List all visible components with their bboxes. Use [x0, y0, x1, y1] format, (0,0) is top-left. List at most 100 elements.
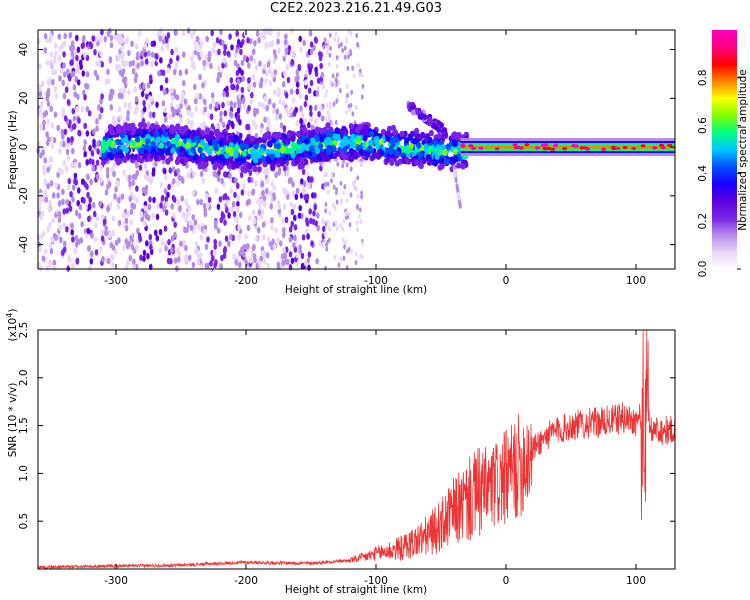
heatmap-cell	[308, 130, 314, 137]
heatmap-cell	[218, 71, 223, 79]
colorbar-tick-label: 0.4	[697, 165, 709, 182]
heatmap-cell	[240, 86, 245, 94]
heatmap-cell	[330, 178, 333, 184]
heatmap-cell	[335, 150, 341, 157]
heatmap-cell	[158, 142, 164, 149]
heatmap-cell	[257, 209, 262, 216]
heatmap-cell	[294, 193, 299, 200]
heatmap-cell	[266, 262, 270, 269]
heatmap-cell	[163, 174, 168, 181]
heatmap-cell	[109, 255, 114, 262]
heatmap-cell	[199, 170, 204, 178]
heatmap-cell	[204, 144, 211, 151]
heatmap-cell	[277, 203, 282, 210]
heatmap-cell	[217, 169, 221, 176]
heatmap-cell	[46, 183, 50, 190]
heatmap-cell	[158, 228, 163, 236]
heatmap-cell	[126, 88, 131, 96]
heatmap-cell	[209, 62, 213, 70]
heatmap-cell	[85, 106, 90, 113]
heatmap-cell	[259, 198, 264, 205]
heatmap-cell	[231, 201, 236, 208]
heatmap-cell	[153, 155, 159, 162]
heatmap-cell	[271, 238, 275, 245]
heatmap-cell	[411, 138, 417, 145]
heatmap-cell	[50, 236, 54, 244]
heatmap-cell	[116, 180, 121, 188]
heatmap-cell	[352, 73, 356, 79]
heatmap-cell	[42, 164, 46, 171]
heatmap-cell	[57, 33, 62, 40]
heatmap-cell	[224, 152, 230, 159]
heatmap-cell	[177, 256, 181, 263]
heatmap-cell	[76, 46, 81, 53]
heatmap-cell	[622, 146, 628, 150]
heatmap-cell	[198, 43, 203, 51]
heatmap-cell	[239, 142, 245, 150]
heatmap-cell	[290, 257, 295, 264]
heatmap-cell	[227, 212, 231, 219]
heatmap-cell	[82, 145, 87, 152]
y-tick-label: 0.5	[18, 513, 30, 530]
spectrogram-frame	[37, 29, 676, 270]
heatmap-cell	[337, 43, 341, 49]
heatmap-cell	[295, 69, 300, 76]
heatmap-cell	[115, 159, 121, 166]
heatmap-cell	[90, 232, 94, 239]
heatmap-cell	[46, 226, 50, 233]
heatmap-cell	[252, 217, 257, 224]
heatmap-cell	[130, 129, 136, 136]
heatmap-cell	[442, 148, 448, 156]
heatmap-cell	[359, 219, 363, 225]
heatmap-cell	[124, 225, 129, 232]
heatmap-cell	[40, 80, 45, 87]
heatmap-cell	[105, 172, 110, 179]
heatmap-cell	[460, 163, 466, 170]
heatmap-cell	[221, 62, 225, 69]
heatmap-cell	[128, 255, 133, 262]
heatmap-cell	[326, 38, 330, 45]
heatmap-cell	[427, 136, 433, 144]
heatmap-cell	[268, 80, 273, 87]
heatmap-cell	[234, 259, 238, 266]
heatmap-cell	[163, 168, 167, 175]
heatmap-cell	[261, 189, 265, 197]
heatmap-cell	[176, 247, 180, 254]
heatmap-cell	[77, 117, 81, 124]
heatmap-cell	[242, 167, 248, 174]
heatmap-cell	[328, 210, 332, 216]
heatmap-cell	[77, 187, 81, 194]
heatmap-cell	[147, 50, 151, 57]
heatmap-cell	[276, 31, 281, 38]
heatmap-cell	[203, 98, 207, 106]
heatmap-cell	[263, 95, 268, 102]
heatmap-cell	[230, 83, 234, 91]
heatmap-cell	[228, 172, 232, 179]
heatmap-cell	[313, 204, 318, 211]
heatmap-cell	[74, 235, 79, 242]
heatmap-cell	[348, 107, 352, 113]
heatmap-cell	[218, 139, 224, 146]
heatmap-cell	[170, 147, 176, 154]
heatmap-cell	[112, 161, 117, 168]
heatmap-cell	[109, 42, 114, 49]
x-tick-label: 0	[503, 275, 510, 287]
heatmap-cell	[167, 183, 171, 191]
heatmap-cell	[236, 38, 241, 46]
heatmap-cell	[188, 155, 194, 162]
heatmap-cell	[307, 121, 311, 129]
heatmap-cell	[106, 78, 111, 85]
heatmap-cell	[200, 139, 206, 146]
heatmap-cell	[51, 79, 55, 86]
heatmap-cell	[334, 31, 338, 37]
heatmap-cell	[193, 219, 198, 226]
heatmap-cell	[221, 39, 225, 47]
heatmap-cell	[186, 109, 190, 116]
heatmap-cell	[76, 93, 80, 101]
heatmap-cell	[51, 192, 56, 199]
heatmap-cell	[251, 119, 256, 127]
heatmap-cell	[210, 29, 214, 37]
heatmap-cell	[151, 167, 156, 174]
heatmap-cell	[356, 42, 360, 48]
heatmap-cell	[205, 60, 209, 67]
